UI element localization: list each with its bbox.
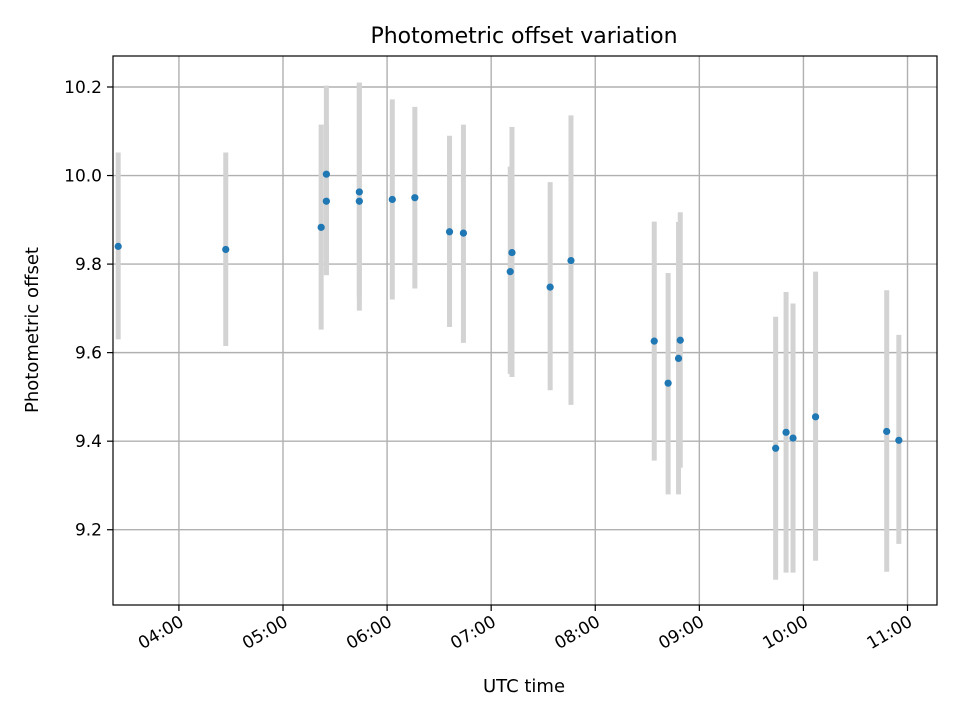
data-point [114, 242, 122, 250]
plot-area-frame [112, 55, 938, 606]
point-layer [114, 170, 903, 452]
data-point [445, 228, 454, 236]
data-point [782, 428, 790, 436]
chart-title: Photometric offset variation [370, 24, 677, 49]
data-point [508, 248, 516, 257]
y-tick-label: 9.8 [75, 255, 102, 275]
y-tick-label: 10.2 [64, 78, 102, 98]
x-tick-label: 05:00 [239, 612, 291, 654]
x-tick-label: 10:00 [759, 612, 811, 654]
data-point [650, 337, 658, 345]
x-tick-label: 06:00 [343, 612, 395, 654]
data-point [388, 195, 396, 204]
x-axis-label: UTC time [483, 676, 565, 697]
data-point [895, 436, 903, 444]
data-point [676, 336, 684, 344]
data-point [317, 223, 325, 231]
x-tick-label: 11:00 [864, 612, 916, 654]
data-point [322, 197, 330, 205]
data-point [883, 427, 891, 436]
data-point [546, 283, 554, 291]
x-tick-label: 07:00 [447, 612, 499, 654]
data-point [322, 170, 330, 178]
data-point [222, 245, 230, 254]
data-point [772, 444, 780, 452]
data-point [506, 268, 514, 276]
x-tick-label: 09:00 [655, 612, 707, 654]
x-tick-label: 04:00 [135, 612, 187, 654]
data-point [674, 354, 683, 362]
data-point [567, 256, 575, 265]
y-axis-label: Photometric offset [22, 247, 43, 413]
x-tick-label: 08:00 [551, 612, 603, 654]
data-point [811, 413, 820, 421]
data-point [459, 229, 468, 237]
errorbar-layer [115, 82, 902, 580]
y-tick-label: 9.6 [75, 344, 102, 364]
data-point [789, 434, 797, 442]
data-point [355, 197, 363, 205]
data-point [355, 188, 363, 196]
y-tick-label: 9.2 [75, 521, 102, 541]
y-tick-label: 10.0 [64, 167, 102, 187]
data-point [411, 194, 419, 202]
data-point [664, 379, 672, 387]
grid-layer [113, 56, 937, 605]
y-tick-label: 9.4 [75, 432, 102, 452]
